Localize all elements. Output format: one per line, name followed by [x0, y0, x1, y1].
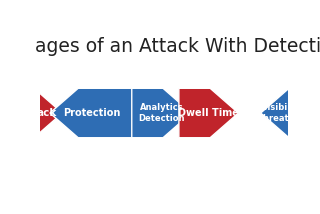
- Polygon shape: [261, 88, 320, 138]
- Polygon shape: [132, 88, 191, 138]
- Polygon shape: [8, 88, 62, 138]
- Text: ages of an Attack With Detection Timin: ages of an Attack With Detection Timin: [35, 37, 320, 56]
- Text: Dwell Time: Dwell Time: [178, 108, 239, 118]
- Text: Analytics
Detection: Analytics Detection: [138, 103, 185, 123]
- Text: Protection: Protection: [63, 108, 121, 118]
- Text: Visibili
Threat H: Visibili Threat H: [257, 103, 299, 123]
- Polygon shape: [50, 88, 134, 138]
- Text: ack: ack: [36, 108, 56, 118]
- Polygon shape: [179, 88, 238, 138]
